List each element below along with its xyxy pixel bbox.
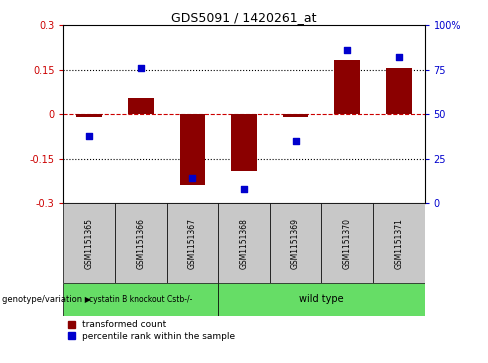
Bar bbox=[180, 114, 205, 185]
Text: GSM1151366: GSM1151366 bbox=[136, 218, 145, 269]
Bar bbox=[166, 203, 218, 283]
Point bbox=[240, 186, 248, 192]
Bar bbox=[322, 203, 373, 283]
Text: GSM1151367: GSM1151367 bbox=[188, 218, 197, 269]
Text: GSM1151371: GSM1151371 bbox=[394, 218, 403, 269]
Text: wild type: wild type bbox=[299, 294, 344, 305]
Point bbox=[85, 133, 93, 139]
Text: GSM1151368: GSM1151368 bbox=[240, 218, 248, 269]
Title: GDS5091 / 1420261_at: GDS5091 / 1420261_at bbox=[171, 11, 317, 24]
Bar bbox=[218, 203, 270, 283]
Bar bbox=[63, 203, 115, 283]
Bar bbox=[386, 68, 412, 114]
Text: GSM1151365: GSM1151365 bbox=[85, 218, 94, 269]
Legend: transformed count, percentile rank within the sample: transformed count, percentile rank withi… bbox=[68, 320, 236, 341]
Point bbox=[137, 65, 145, 71]
Bar bbox=[63, 283, 218, 316]
Point bbox=[292, 138, 300, 144]
Bar bbox=[334, 60, 360, 114]
Text: GSM1151369: GSM1151369 bbox=[291, 218, 300, 269]
Text: GSM1151370: GSM1151370 bbox=[343, 218, 352, 269]
Point bbox=[188, 175, 196, 181]
Text: cystatin B knockout Cstb-/-: cystatin B knockout Cstb-/- bbox=[89, 295, 192, 304]
Bar bbox=[218, 283, 425, 316]
Bar bbox=[270, 203, 322, 283]
Bar bbox=[128, 98, 154, 114]
Point bbox=[343, 48, 351, 53]
Bar bbox=[231, 114, 257, 171]
Bar bbox=[115, 203, 166, 283]
Bar bbox=[76, 114, 102, 117]
Bar bbox=[283, 114, 308, 117]
Point bbox=[395, 54, 403, 60]
Bar bbox=[373, 203, 425, 283]
Text: genotype/variation ▶: genotype/variation ▶ bbox=[2, 295, 92, 304]
